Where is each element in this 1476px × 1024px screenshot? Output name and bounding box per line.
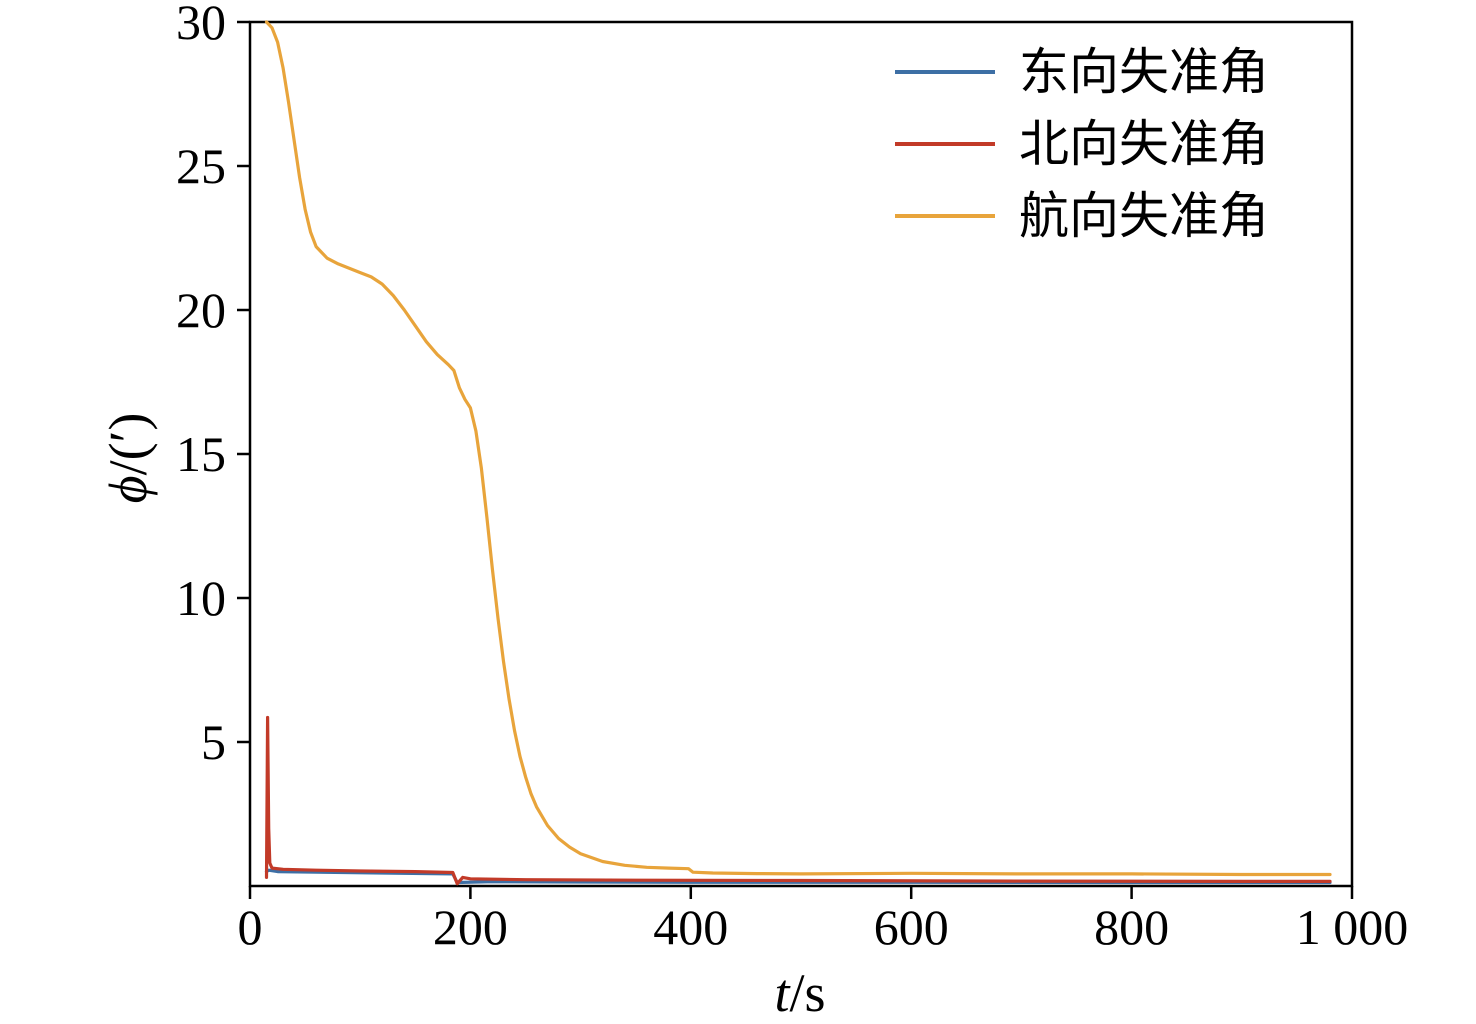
legend-line-north xyxy=(895,142,995,146)
y-axis-label: ϕ/(′) xyxy=(97,413,159,504)
x-axis-label: t/s xyxy=(774,962,825,1024)
legend-line-heading xyxy=(895,214,995,218)
x-tick-label: 200 xyxy=(433,899,508,955)
y-tick-label: 10 xyxy=(176,570,226,626)
legend-label-heading: 航向失准角 xyxy=(1019,188,1269,244)
x-axis-label-symbol: t xyxy=(774,963,790,1023)
legend-item-east: 东向失准角 xyxy=(895,46,1269,98)
x-tick-label: 0 xyxy=(238,899,263,955)
series-line-2 xyxy=(264,20,1332,877)
legend-item-heading: 航向失准角 xyxy=(895,190,1269,242)
y-tick-label: 20 xyxy=(176,282,226,338)
y-tick-label: 30 xyxy=(176,0,226,50)
x-axis-label-unit: /s xyxy=(789,963,826,1023)
y-axis-label-symbol: ϕ xyxy=(98,475,158,504)
legend-item-north: 北向失准角 xyxy=(895,118,1269,170)
legend: 东向失准角 北向失准角 航向失准角 xyxy=(895,46,1269,242)
x-tick-label: 600 xyxy=(874,899,949,955)
legend-label-north: 北向失准角 xyxy=(1019,116,1269,172)
legend-line-east xyxy=(895,70,995,74)
x-tick-label: 1 000 xyxy=(1296,899,1409,955)
x-tick-label: 800 xyxy=(1094,899,1169,955)
x-tick-label: 400 xyxy=(653,899,728,955)
y-axis-label-unit: /(′) xyxy=(98,412,158,476)
y-tick-label: 15 xyxy=(176,426,226,482)
series-line-1 xyxy=(264,715,1332,886)
legend-label-east: 东向失准角 xyxy=(1019,44,1269,100)
y-tick-label: 25 xyxy=(176,138,226,194)
y-tick-label: 5 xyxy=(201,714,226,770)
